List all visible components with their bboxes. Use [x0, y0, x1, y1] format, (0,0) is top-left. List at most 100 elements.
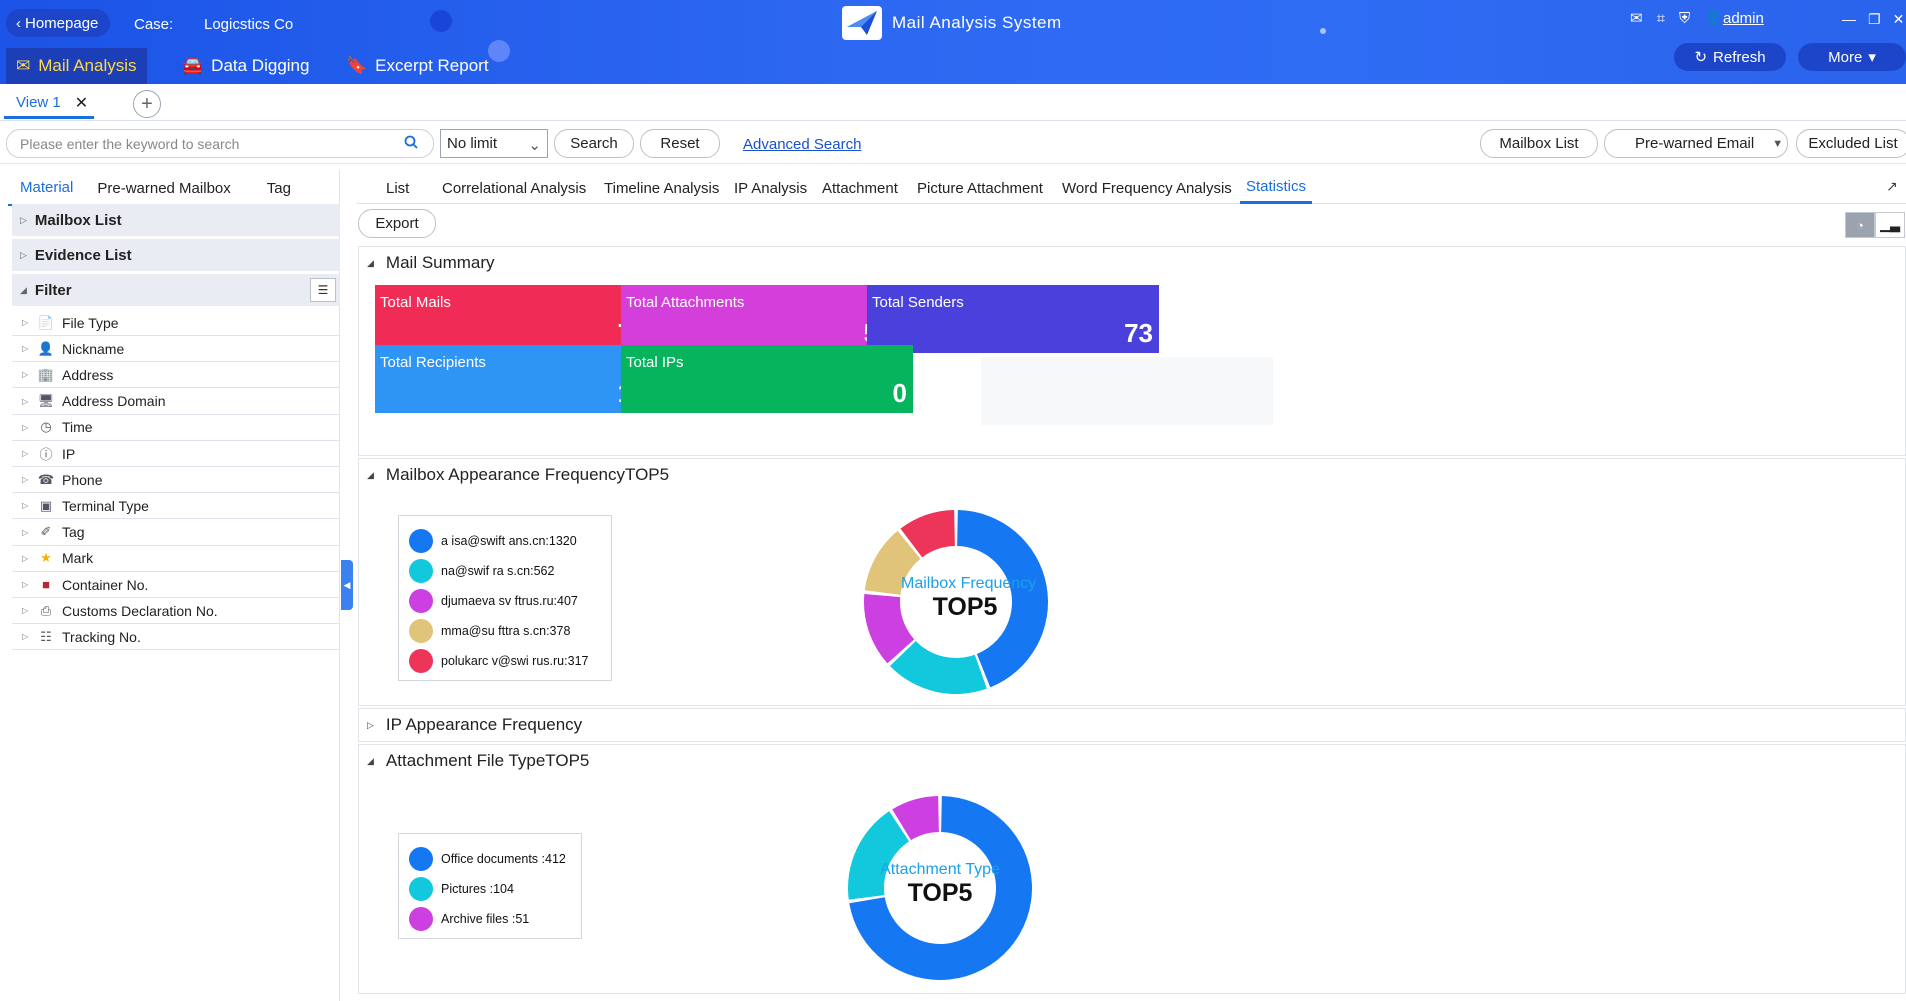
nav-tab-mail-analysis[interactable]: ✉ Mail Analysis: [6, 48, 147, 84]
export-button[interactable]: Export: [358, 209, 436, 238]
tab-timeline-analysis[interactable]: Timeline Analysis: [604, 179, 720, 197]
tab-attachment[interactable]: Attachment: [822, 179, 898, 197]
legend-item[interactable]: polukarc v@swi rus.ru:317: [409, 646, 601, 676]
nav-tab-excerpt-report[interactable]: 🔖 Excerpt Report: [336, 48, 499, 84]
legend-item[interactable]: djumaeva sv ftrus.ru:407: [409, 586, 601, 616]
donut-slice[interactable]: [864, 593, 915, 664]
nav-tab-label: Data Digging: [211, 56, 310, 75]
filter-item[interactable]: ▷ ■ Container No.: [12, 572, 340, 598]
donut-slice[interactable]: [900, 510, 955, 558]
bookmark-icon: 🔖: [346, 56, 368, 75]
filter-label: File Type: [62, 314, 119, 331]
prewarned-email-dropdown[interactable]: Pre-warned Email ▼: [1604, 129, 1788, 158]
filter-item[interactable]: ▷ 🏢 Address: [12, 362, 340, 389]
mailbox-list-button[interactable]: Mailbox List: [1480, 129, 1598, 158]
filter-item[interactable]: ▷ ⎙ Customs Declaration No.: [12, 598, 340, 625]
reset-button[interactable]: Reset: [640, 129, 720, 158]
filter-item[interactable]: ▷ ▣ Terminal Type: [12, 493, 340, 520]
nav-tab-data-digging[interactable]: 🚘 Data Digging: [172, 48, 319, 84]
view-tab[interactable]: View 1 ✕: [4, 89, 94, 119]
shield-icon[interactable]: ⛨: [1679, 9, 1691, 27]
donut-slice[interactable]: [957, 510, 1048, 688]
filter-item[interactable]: ▷ ✐ Tag: [12, 520, 340, 546]
left-tabs: Material Pre-warned Mailbox Tag: [8, 170, 340, 206]
attachment-type-header[interactable]: ◢ Attachment File TypeTOP5: [367, 751, 589, 771]
tab-material[interactable]: Material: [8, 170, 86, 206]
filter-label: Address Domain: [62, 393, 166, 410]
filter-label: Phone: [62, 471, 103, 488]
close-tab-icon[interactable]: ✕: [74, 94, 89, 112]
search-button[interactable]: Search: [554, 129, 634, 158]
view-tab-label: View 1: [16, 94, 61, 111]
filter-label: Tracking No.: [62, 628, 141, 645]
triangle-right-icon: ▷: [22, 527, 29, 537]
filter-item[interactable]: ▷ ☷ Tracking No.: [12, 624, 340, 651]
section-mailbox-list[interactable]: ▷ Mailbox List: [12, 204, 340, 236]
close-icon[interactable]: ✕: [1892, 11, 1905, 27]
tab-tag[interactable]: Tag: [266, 179, 291, 197]
ip-frequency-header[interactable]: ▷ IP Appearance Frequency: [367, 715, 582, 735]
user-menu[interactable]: 👤admin: [1704, 9, 1764, 27]
triangle-right-icon: ▷: [22, 370, 29, 380]
list-view-icon[interactable]: ☰: [310, 278, 336, 302]
stat-tile: Total Senders 73: [867, 285, 1159, 353]
tab-ip-analysis[interactable]: IP Analysis: [734, 179, 808, 197]
excluded-list-button[interactable]: Excluded List: [1796, 129, 1906, 158]
expand-icon[interactable]: ↗: [1886, 178, 1898, 194]
advanced-search-link[interactable]: Advanced Search: [743, 136, 862, 153]
restore-icon[interactable]: ❐: [1868, 11, 1881, 27]
tab-correlational-analysis[interactable]: Correlational Analysis: [442, 179, 587, 197]
file-type-icon: 📄: [37, 314, 55, 330]
legend-label: polukarc v@swi rus.ru:317: [441, 654, 589, 668]
section-filter[interactable]: ◢ Filter ☰: [12, 274, 340, 306]
legend-swatch: [409, 589, 433, 613]
tab-list[interactable]: List: [386, 179, 410, 197]
bar-chart-icon[interactable]: ▁▃: [1875, 212, 1905, 238]
filter-label: Customs Declaration No.: [62, 602, 218, 619]
tracking-icon: ☷: [40, 628, 52, 644]
filter-item[interactable]: ▷ 📄 File Type: [12, 310, 340, 336]
triangle-down-icon: ◢: [367, 755, 374, 766]
filter-item[interactable]: ▷ ☎ Phone: [12, 467, 340, 494]
homepage-button[interactable]: ‹ Homepage: [6, 9, 111, 37]
tab-statistics[interactable]: Statistics: [1240, 172, 1313, 204]
mail-icon[interactable]: ✉: [1630, 10, 1643, 27]
filter-item[interactable]: ▷ 🖥 Address Domain: [12, 389, 340, 415]
legend-item[interactable]: mma@su fttra s.cn:378: [409, 616, 601, 646]
donut-slice[interactable]: [849, 796, 1032, 980]
limit-select[interactable]: No limit ⌄: [440, 129, 548, 158]
mail-summary-header[interactable]: ◢ Mail Summary: [367, 253, 495, 273]
donut-slice[interactable]: [892, 796, 939, 841]
search-icon[interactable]: [404, 135, 418, 152]
tab-word-frequency-analysis[interactable]: Word Frequency Analysis: [1062, 179, 1232, 197]
minimize-icon[interactable]: —: [1842, 11, 1856, 27]
legend-item[interactable]: Pictures :104: [409, 874, 571, 904]
more-button[interactable]: More ▾: [1798, 43, 1906, 71]
tab-prewarned-mailbox[interactable]: Pre-warned Mailbox: [97, 179, 231, 197]
filter-item[interactable]: ▷ ★ Mark: [12, 546, 340, 572]
filter-item[interactable]: ▷ ◷ Time: [12, 415, 340, 441]
tab-picture-attachment[interactable]: Picture Attachment: [917, 179, 1043, 197]
donut-slice[interactable]: [864, 530, 921, 595]
filter-item[interactable]: ▷ ⓘ IP: [12, 441, 340, 467]
refresh-button[interactable]: ↻ Refresh: [1674, 43, 1786, 71]
search-bar: No limit ⌄ Search Reset Advanced Search …: [0, 122, 1906, 164]
mailbox-frequency-header[interactable]: ◢ Mailbox Appearance FrequencyTOP5: [367, 465, 669, 485]
triangle-right-icon: ▷: [22, 396, 29, 406]
donut-slice[interactable]: [848, 811, 910, 900]
legend-item[interactable]: a isa@swift ans.cn:1320: [409, 526, 601, 556]
filter-item[interactable]: ▷ 👤 Nickname: [12, 336, 340, 363]
app-header: ‹ Homepage Case: Logicstics Co Mail Anal…: [0, 0, 1906, 84]
crop-icon[interactable]: ⌗: [1656, 9, 1666, 27]
search-input[interactable]: [6, 129, 434, 158]
legend-item[interactable]: Archive files :51: [409, 904, 571, 934]
reset-button-label: Reset: [660, 135, 700, 152]
section-evidence-list[interactable]: ▷ Evidence List: [12, 239, 340, 271]
legend-item[interactable]: na@swif ra s.cn:562: [409, 556, 601, 586]
excluded-list-label: Excluded List: [1808, 135, 1898, 152]
donut-slice[interactable]: [889, 640, 987, 694]
collapse-panel-handle[interactable]: ◀: [341, 560, 353, 610]
add-view-button[interactable]: +: [133, 90, 161, 118]
legend-item[interactable]: Office documents :412: [409, 844, 571, 874]
pie-chart-icon[interactable]: ◔: [1845, 212, 1875, 238]
